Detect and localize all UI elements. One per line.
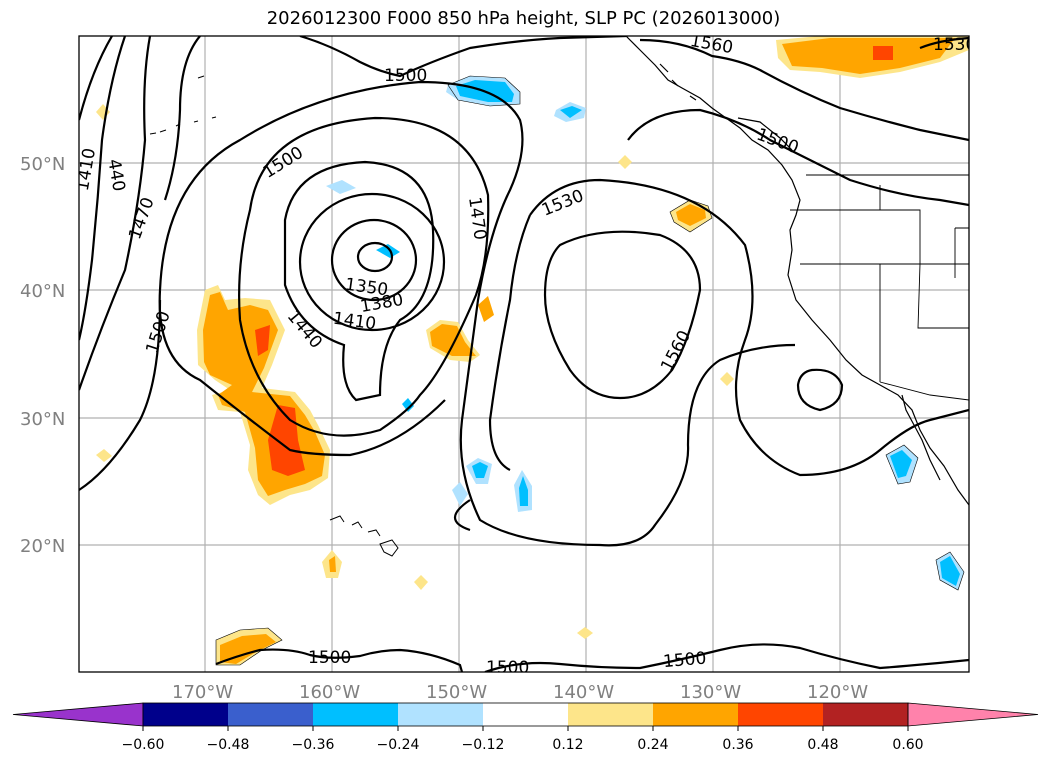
contour-label: 1500 [662, 648, 707, 672]
contour-label: 1530 [955, 21, 998, 41]
contour-1560 [543, 230, 702, 400]
contour-1380 [330, 218, 418, 302]
colorbar-tick-label: −0.48 [207, 737, 250, 753]
colorbar-tick-label: 0.12 [552, 737, 583, 753]
contour-label: 1500 [308, 648, 351, 668]
lon-label: 130°W [680, 682, 741, 703]
colorbar-frame [142, 702, 909, 727]
contour-1500 [158, 80, 796, 547]
coastlines [625, 36, 969, 506]
colorbar-tick-label: −0.36 [292, 737, 335, 753]
contour-1530 [529, 178, 969, 477]
colorbar-segment [398, 703, 483, 726]
colorbar-tick-label: −0.24 [377, 737, 420, 753]
colorbar-tick-label: 0.48 [807, 737, 838, 753]
lon-label: 150°W [426, 682, 487, 703]
lon-label: 160°W [299, 682, 360, 703]
colorbar-segment [483, 703, 568, 726]
colorbar-extend-low [12, 702, 144, 727]
contour-1440 [283, 160, 435, 402]
colorbar-tick-label: 0.60 [892, 737, 923, 753]
hawaii-islands [329, 515, 399, 557]
lat-label: 50°N [20, 154, 65, 175]
contour-label: 1500 [486, 658, 529, 678]
lat-label: 40°N [20, 281, 65, 302]
latitude-labels: 50°N 40°N 30°N 20°N [20, 154, 65, 557]
contour-label: 1500 [384, 66, 427, 86]
contour-label: 1530 [933, 35, 976, 55]
lon-label: 170°W [172, 682, 233, 703]
longitude-labels: 170°W 160°W 150°W 140°W 130°W 120°W [172, 682, 868, 703]
colorbar-tick-label: −0.60 [122, 737, 165, 753]
colorbar-segment [228, 703, 313, 726]
map-title: 2026012300 F000 850 hPa height, SLP PC (… [266, 8, 781, 29]
colorbar-extend-high [907, 702, 1039, 727]
height-contours [79, 36, 969, 672]
colorbar-tick-label: −0.12 [462, 737, 505, 753]
colorbar-tick-label: 0.36 [722, 737, 753, 753]
state-borders [790, 174, 969, 401]
colorbar-segment [653, 703, 738, 726]
colorbar: −0.60 −0.48 −0.36 −0.24 −0.12 0.12 0.24 0.36 0.4… [12, 702, 1039, 753]
map-frame [78, 35, 970, 673]
colorbar-segment [143, 703, 228, 726]
contour-1350 [356, 241, 394, 273]
lon-label: 140°W [553, 682, 614, 703]
colorbar-tick-label: 0.24 [637, 737, 668, 753]
lat-label: 30°N [20, 409, 65, 430]
lat-label: 20°N [20, 536, 65, 557]
map-plot-area: 1560 1530 1500 1500 1470 1530 1410 440 1… [79, 21, 998, 678]
contour-label: 1560 [688, 31, 734, 58]
islands [149, 75, 399, 557]
colorbar-segment [568, 703, 653, 726]
colorbar-segment [823, 703, 908, 726]
lon-label: 120°W [807, 682, 868, 703]
colorbar-segment [313, 703, 398, 726]
colorbar-segment [738, 703, 823, 726]
contour-1410 [298, 192, 446, 332]
contour-1470 [238, 116, 490, 437]
anomaly-shading [96, 36, 969, 665]
